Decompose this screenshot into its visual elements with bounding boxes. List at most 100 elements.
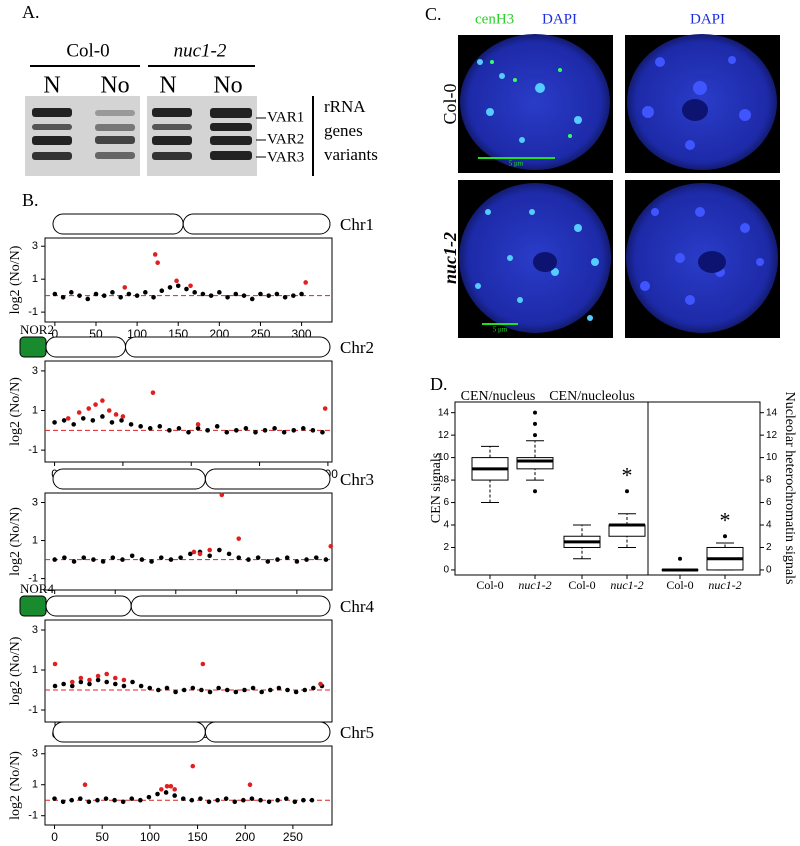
y-tick-label: 3 <box>32 365 38 377</box>
data-point <box>281 429 287 435</box>
group-label: nuc1-2 <box>174 40 227 61</box>
data-point <box>138 424 143 429</box>
data-point <box>200 661 206 667</box>
plot-frame <box>44 619 333 723</box>
x-tick-label: 200 <box>235 830 255 844</box>
data-point <box>313 555 319 560</box>
data-point <box>93 402 98 407</box>
data-point <box>52 661 58 667</box>
data-point <box>275 557 280 562</box>
data-point <box>103 796 109 801</box>
data-point <box>272 426 277 431</box>
data-point <box>232 799 238 805</box>
data-point <box>129 796 135 801</box>
y-axis-label: log2 (No/N) <box>8 751 23 820</box>
data-point <box>207 689 213 695</box>
x-tick-label: 0 <box>52 327 59 341</box>
y-axis-label: log2 (No/N) <box>8 636 23 705</box>
scale-bar-label: 5 μm <box>509 160 524 168</box>
stain-label: cenH3 <box>475 11 514 27</box>
y-tick-label: -1 <box>28 704 38 716</box>
chart-title: Chr2 <box>340 338 374 357</box>
data-point <box>309 797 315 803</box>
chromosome-arm <box>204 468 331 490</box>
stain-label: DAPI <box>690 11 725 27</box>
data-point <box>118 294 123 300</box>
band-label: VAR2 <box>267 131 304 147</box>
y-tick-label: 4 <box>443 520 449 531</box>
y-tick-label: 0 <box>443 565 449 576</box>
panel-label: C. <box>425 4 442 24</box>
chart-title: Chr1 <box>340 215 374 234</box>
data-point <box>167 428 172 433</box>
chart-title: Chr5 <box>340 723 374 742</box>
x-tick-label: 250 <box>283 830 303 844</box>
data-point <box>322 406 328 411</box>
chromosome-arm <box>204 721 331 743</box>
y-tick-label: 3 <box>32 240 38 252</box>
data-point <box>291 428 297 433</box>
chromosome-arm <box>45 336 127 358</box>
data-point <box>311 685 316 691</box>
data-point <box>292 799 298 805</box>
data-point <box>119 418 124 423</box>
data-point <box>77 293 82 298</box>
data-point <box>191 549 197 555</box>
data-point <box>77 796 83 801</box>
panel-label: B. <box>22 190 39 210</box>
data-point <box>82 782 88 788</box>
data-point <box>150 390 156 395</box>
data-point <box>200 291 206 297</box>
panel-label: D. <box>430 374 448 394</box>
lane-label: N <box>159 73 176 99</box>
y2-tick-label: 10 <box>766 452 778 463</box>
data-point <box>69 679 75 685</box>
data-point <box>85 296 91 302</box>
data-point <box>198 796 203 801</box>
y-tick-label: 6 <box>443 497 449 508</box>
data-point <box>143 290 148 295</box>
y-tick-label: 1 <box>32 273 38 285</box>
outlier <box>678 556 682 561</box>
box <box>608 524 646 537</box>
box <box>516 457 554 470</box>
data-point <box>195 422 201 427</box>
data-point <box>109 420 115 425</box>
data-point <box>219 492 225 498</box>
micrograph <box>458 180 613 338</box>
data-point <box>52 291 58 297</box>
data-point <box>113 675 118 681</box>
data-point <box>52 420 57 425</box>
data-point <box>190 763 196 769</box>
nor-region <box>19 595 47 617</box>
data-point <box>255 555 261 560</box>
data-point <box>241 797 246 803</box>
data-point <box>262 428 268 433</box>
group-label: CEN/nucleolus <box>549 389 635 404</box>
outlier <box>533 410 537 415</box>
data-point <box>87 677 92 683</box>
data-point <box>258 797 263 803</box>
data-point <box>236 555 242 560</box>
data-point <box>130 679 135 685</box>
data-point <box>303 280 308 285</box>
y-tick-label: 3 <box>32 624 38 636</box>
y2-tick-label: 8 <box>766 475 772 486</box>
legend-text: genes <box>324 121 363 140</box>
data-point <box>155 260 160 266</box>
outlier <box>625 489 629 494</box>
data-point <box>215 797 220 803</box>
y2-tick-label: 0 <box>766 565 772 576</box>
data-point <box>224 687 230 693</box>
data-point <box>126 291 132 297</box>
row-label: Col-0 <box>440 83 460 124</box>
data-point <box>151 294 156 300</box>
data-point <box>323 557 329 562</box>
data-point <box>247 782 253 788</box>
data-point <box>156 687 161 693</box>
data-point <box>178 555 183 560</box>
data-point <box>180 796 186 801</box>
data-point <box>100 398 105 403</box>
chromosome-arm <box>45 595 132 617</box>
y-tick-label: 10 <box>438 452 450 463</box>
